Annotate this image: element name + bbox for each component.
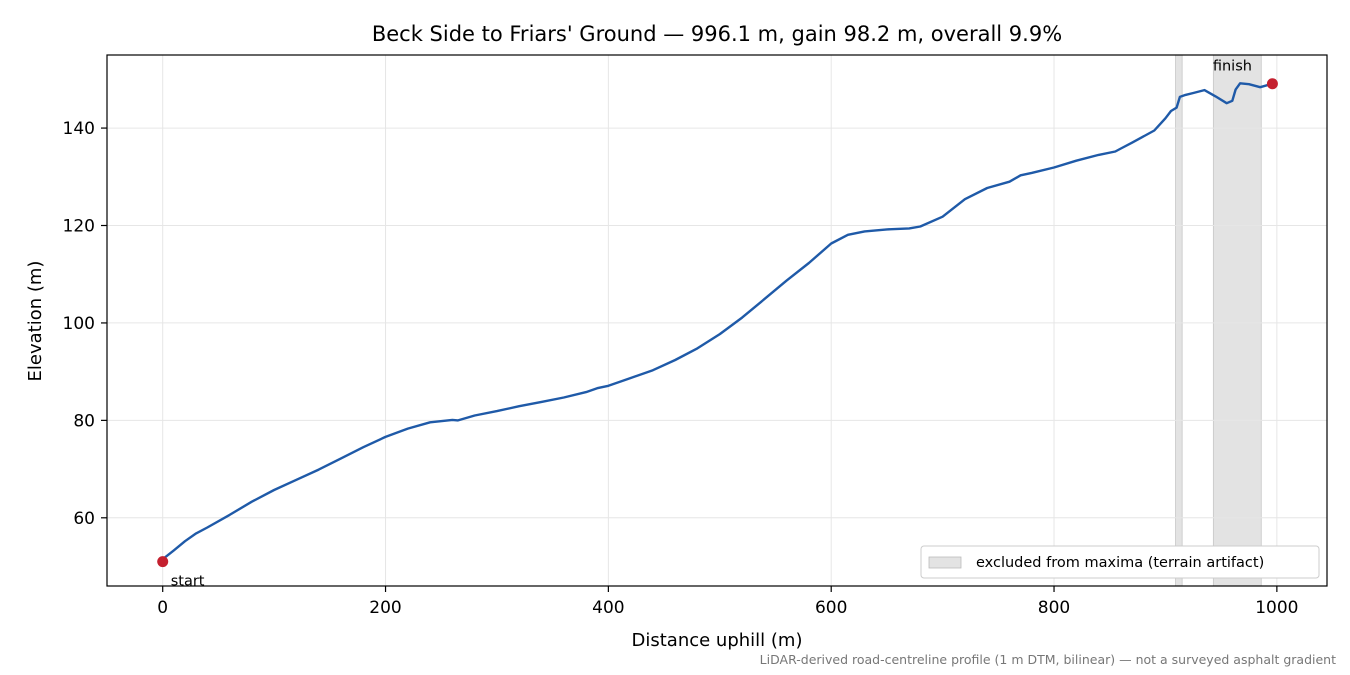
legend: excluded from maxima (terrain artifact)	[920, 545, 1320, 579]
chart-title: Beck Side to Friars' Ground — 996.1 m, g…	[372, 22, 1062, 46]
plot-background	[107, 55, 1327, 586]
x-tick-label: 400	[592, 598, 624, 618]
y-tick-label: 80	[73, 411, 95, 431]
finish-label: finish	[1213, 59, 1252, 75]
x-tick-label: 800	[1038, 598, 1070, 618]
y-tick-label: 120	[63, 217, 95, 237]
excluded-region-1	[1175, 54, 1183, 587]
legend-swatch-excluded	[928, 556, 962, 569]
gridlines	[107, 55, 1327, 586]
legend-label-excluded: excluded from maxima (terrain artifact)	[976, 555, 1264, 571]
plot-frame	[106, 54, 1328, 587]
y-tick-label: 60	[73, 509, 95, 529]
start-marker	[157, 556, 169, 568]
elevation-line	[161, 82, 1273, 561]
footnote: LiDAR-derived road-centreline profile (1…	[759, 652, 1336, 667]
y-tick-label: 140	[63, 119, 95, 139]
x-tick-label: 0	[157, 598, 168, 618]
x-tick-label: 200	[369, 598, 401, 618]
x-tick-label: 600	[815, 598, 847, 618]
finish-marker	[1266, 78, 1278, 90]
y-tick-label: 100	[63, 314, 95, 334]
plot-area: start finish	[106, 54, 1328, 590]
excluded-region-2	[1212, 54, 1262, 587]
start-label: start	[171, 574, 205, 590]
y-axis-ticks: 60 80 100 120 140	[63, 119, 107, 529]
x-axis-label: Distance uphill (m)	[632, 630, 803, 651]
x-axis-ticks: 0 200 400 600 800 1000	[157, 586, 1298, 618]
legend-box	[920, 545, 1320, 579]
excluded-regions	[1175, 54, 1262, 587]
x-tick-label: 1000	[1255, 598, 1298, 618]
y-axis-label: Elevation (m)	[25, 261, 46, 382]
